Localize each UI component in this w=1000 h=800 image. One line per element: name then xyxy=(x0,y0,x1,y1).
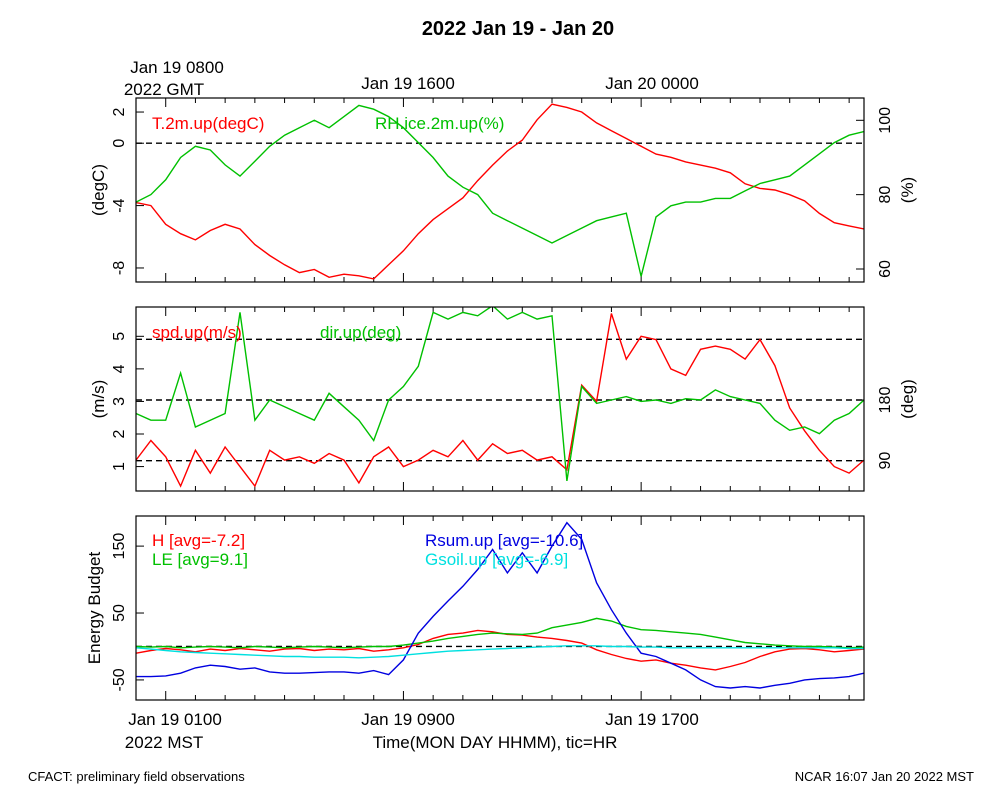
legend-label-1: H [avg=-7.2] xyxy=(152,531,245,550)
series-line-4 xyxy=(136,645,864,659)
top-axis-label: Jan 19 1600 xyxy=(361,74,455,93)
y-axis-title-right: (%) xyxy=(898,177,917,203)
bottom-axis-label: Jan 19 1700 xyxy=(605,710,699,729)
bottom-axis-label: Jan 19 0100 xyxy=(128,710,222,729)
y-tick-label: -4 xyxy=(111,198,128,212)
y-tick-label: 0 xyxy=(111,139,128,148)
top-axis-first-label: Jan 19 0800 xyxy=(130,58,224,77)
y-tick-label-right: 100 xyxy=(877,107,894,134)
y-axis-title: (degC) xyxy=(89,164,108,216)
y-tick-label-right: 60 xyxy=(877,260,894,278)
legend-label-4: Gsoil.up [avg=-6.9] xyxy=(425,550,568,569)
footer-left: CFACT: preliminary field observations xyxy=(28,769,245,784)
legend-label-1: spd.up(m/s) xyxy=(152,323,242,342)
series-line-3 xyxy=(136,521,864,689)
footer-right: NCAR 16:07 Jan 20 2022 MST xyxy=(795,769,974,784)
series-line-1 xyxy=(136,313,864,488)
y-tick-label: 2 xyxy=(111,429,128,438)
legend-label-2: dir.up(deg) xyxy=(320,323,401,342)
y-tick-label: 150 xyxy=(111,533,128,560)
legend-label-2: RH.ice.2m.up(%) xyxy=(375,114,504,133)
plot-frame xyxy=(135,306,865,492)
panel-3: -50 50 150 Energy Budget H [avg=-7.2]LE [avg… xyxy=(85,515,865,701)
legend-label-3: Rsum.up [avg=-10.6] xyxy=(425,531,583,550)
y-axis-title: (m/s) xyxy=(89,380,108,419)
y-tick-label: 4 xyxy=(111,364,128,373)
y-tick-label: -50 xyxy=(111,668,128,691)
bottom-axis-label: Jan 19 0900 xyxy=(361,710,455,729)
y-axis-title: Energy Budget xyxy=(85,551,104,664)
figure-title: 2022 Jan 19 - Jan 20 xyxy=(422,18,614,40)
panel-2: 1 2 3 4 5 90 180 (m/s) (deg) spd.up(m/s) dir.up(de… xyxy=(89,306,917,492)
y-tick-label-right: 90 xyxy=(877,452,894,470)
y-axis-title-right: (deg) xyxy=(898,379,917,419)
legend-label-1: T.2m.up(degC) xyxy=(152,114,264,133)
series-line-2 xyxy=(136,104,864,277)
y-tick-label: -8 xyxy=(111,261,128,275)
series-line-2 xyxy=(136,307,864,482)
x-axis-title: Time(MON DAY HHMM), tic=HR xyxy=(373,733,618,752)
panels: -8 -4 0 2 60 80 100 (degC) (%) T.2m.up(degC) RH.ic… xyxy=(85,97,917,701)
y-tick-label: 2 xyxy=(111,107,128,116)
y-tick-label: 50 xyxy=(111,604,128,622)
y-tick-label: 3 xyxy=(111,397,128,406)
bottom-axis-timezone-label: 2022 MST xyxy=(125,733,203,752)
y-tick-label-right: 80 xyxy=(877,186,894,204)
plot-frame xyxy=(135,97,865,283)
y-tick-label: 5 xyxy=(111,332,128,341)
top-axis-timezone-label: 2022 GMT xyxy=(124,80,204,99)
y-tick-label-right: 180 xyxy=(877,387,894,414)
legend-label-2: LE [avg=9.1] xyxy=(152,550,248,569)
plot-frame xyxy=(135,515,865,701)
series-line-1 xyxy=(136,103,864,280)
series-line-2 xyxy=(136,617,864,649)
top-axis-label: Jan 20 0000 xyxy=(605,74,699,93)
panel-1: -8 -4 0 2 60 80 100 (degC) (%) T.2m.up(degC) RH.ic… xyxy=(89,97,917,283)
y-tick-label: 1 xyxy=(111,462,128,471)
